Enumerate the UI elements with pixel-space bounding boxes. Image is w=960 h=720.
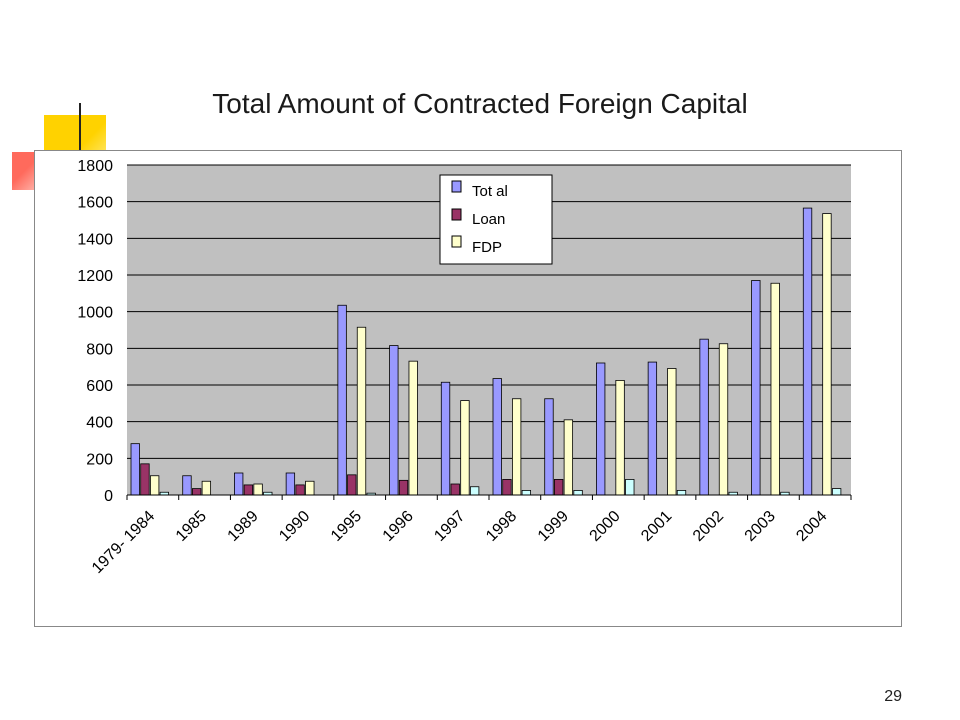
chart-legend: Tot al Loan FDP: [439, 174, 553, 265]
bar-fdp: [356, 326, 367, 496]
bar-total: [234, 472, 244, 496]
x-tick-label: 1998: [483, 508, 520, 545]
bar-loan: [347, 474, 357, 496]
bar-total: [440, 381, 451, 496]
bar-fdp: [408, 360, 418, 496]
bar-loan: [192, 488, 202, 496]
bar-series4: [676, 490, 687, 496]
x-tick-label: 1997: [431, 508, 468, 545]
decor-vertical-line: [79, 103, 81, 155]
x-tick-label: 1989: [225, 508, 262, 545]
bar-fdp: [305, 480, 315, 496]
y-tick-label: 1400: [77, 231, 113, 248]
bar-total: [182, 475, 192, 496]
y-tick-label: 1600: [77, 195, 113, 212]
x-tick-label: 1995: [328, 508, 365, 545]
bar-total: [337, 304, 347, 496]
bar-loan: [140, 463, 150, 496]
legend-swatch-total: [451, 180, 462, 193]
bar-total: [802, 207, 813, 496]
y-tick-label: 1800: [77, 158, 113, 175]
x-tick-label: 1990: [276, 508, 313, 545]
bar-total: [130, 443, 140, 496]
bar-fdp: [718, 343, 729, 496]
bar-fdp: [511, 398, 522, 496]
bar-chart: 0 200 400 600 800 1000 1200 1400 1600 1800 1979- …: [77, 158, 852, 577]
x-tick-label: 2002: [690, 508, 727, 545]
y-tick-label: 200: [86, 451, 113, 468]
bar-total: [389, 345, 399, 496]
x-tick-label: 2004: [793, 508, 830, 545]
bar-loan: [243, 484, 254, 496]
legend-label-total: Tot al: [472, 183, 508, 200]
bar-series4: [831, 488, 842, 496]
bar-series4: [469, 486, 480, 496]
page-number: 29: [884, 688, 902, 705]
x-tick-label: 1979- 1984: [89, 508, 158, 577]
chart-frame: 0 200 400 600 800 1000 1200 1400 1600 1800 1979- …: [34, 150, 902, 627]
bar-loan: [502, 479, 512, 496]
bar-fdp: [770, 282, 780, 496]
x-tick-label: 2000: [587, 508, 624, 545]
legend-swatch-fdp: [451, 235, 462, 248]
bar-fdp: [822, 213, 832, 496]
bar-total: [647, 361, 658, 496]
bar-series4: [573, 490, 583, 496]
y-tick-label: 0: [104, 488, 113, 505]
y-tick-label: 800: [86, 341, 113, 358]
slide-title: Total Amount of Contracted Foreign Capit…: [212, 88, 748, 119]
x-tick-label: 2001: [638, 508, 675, 545]
bar-loan: [554, 479, 564, 496]
bar-fdp: [201, 480, 212, 496]
bar-total: [285, 472, 296, 496]
bar-series4: [625, 479, 635, 496]
bar-fdp: [667, 368, 677, 496]
bar-fdp: [253, 483, 263, 496]
x-tick-label: 1996: [380, 508, 417, 545]
x-tick-label: 2003: [742, 508, 779, 545]
y-tick-label: 1000: [77, 305, 113, 322]
bar-fdp: [460, 400, 470, 496]
bar-fdp: [615, 380, 625, 496]
y-tick-label: 400: [86, 415, 113, 432]
y-tick-label: 1200: [77, 268, 113, 285]
bar-loan: [295, 484, 305, 496]
bar-fdp: [563, 419, 574, 496]
y-tick-label: 600: [86, 378, 113, 395]
bar-total: [492, 378, 502, 496]
bar-loan: [398, 479, 409, 496]
bar-total: [596, 362, 606, 496]
bar-series4: [521, 490, 532, 496]
legend-label-loan: Loan: [472, 211, 505, 228]
x-tick-label: 1999: [535, 508, 572, 545]
legend-label-fdp: FDP: [472, 239, 502, 256]
bar-total: [699, 338, 709, 496]
bar-loan: [450, 483, 460, 496]
x-tick-label: 1985: [173, 508, 210, 545]
bar-fdp: [150, 475, 160, 496]
legend-swatch-loan: [451, 208, 462, 221]
bar-total: [751, 280, 761, 496]
bar-total: [544, 398, 554, 496]
